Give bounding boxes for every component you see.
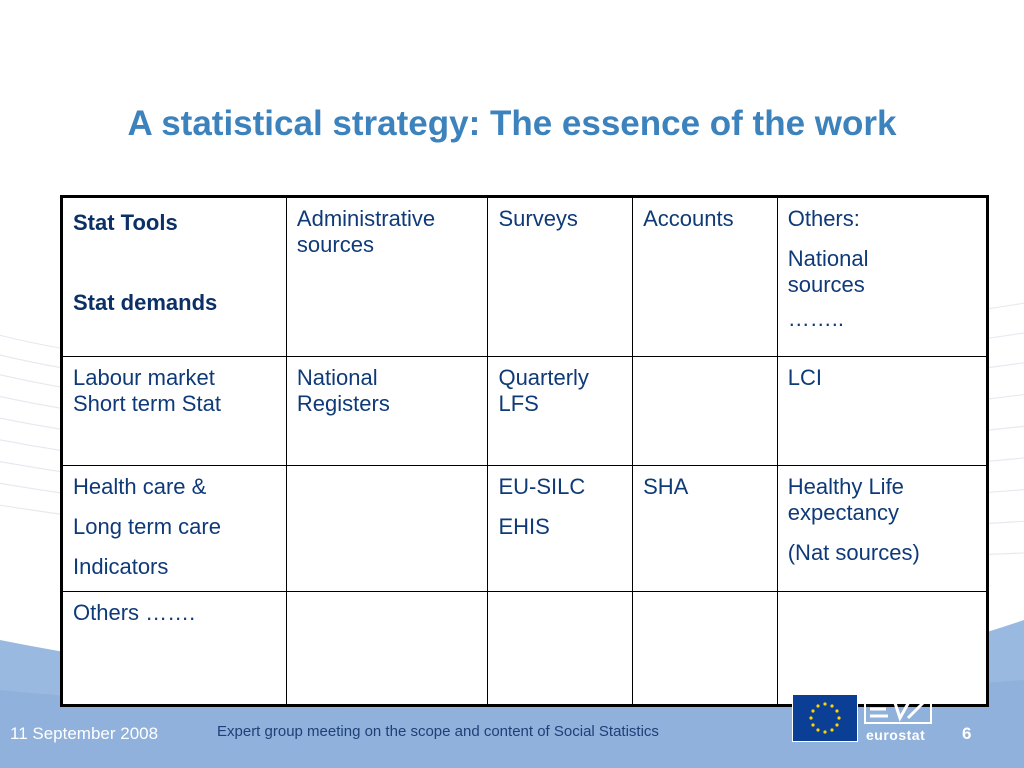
cell-text: (Nat sources) xyxy=(787,540,920,565)
cell-text: expectancy xyxy=(787,500,900,525)
table-cell xyxy=(776,591,989,706)
eurostat-logo-text: eurostat xyxy=(866,727,926,743)
cell-text: Short term Stat xyxy=(73,391,221,416)
slide-title: A statistical strategy: The essence of t… xyxy=(127,104,897,143)
table-cell: Healthy Life expectancy (Nat sources) xyxy=(776,465,989,592)
header-cell-surveys: Surveys xyxy=(487,196,634,357)
cell-text: LFS xyxy=(498,391,539,416)
table-cell: EU-SILC EHIS xyxy=(487,465,634,592)
header-text: Surveys xyxy=(498,206,578,231)
cell-text: EHIS xyxy=(498,514,550,539)
table-cell: National Registers xyxy=(285,356,489,466)
eurostat-logo-icon xyxy=(864,694,932,724)
header-cell-administrative: Administrative sources xyxy=(285,196,489,357)
cell-text: Long term care xyxy=(73,514,221,539)
page-number: 6 xyxy=(962,724,972,743)
header-text: Accounts xyxy=(643,206,734,231)
cell-text: Health care & xyxy=(73,474,207,499)
cell-text: Labour market xyxy=(73,365,215,390)
table-cell: Quarterly LFS xyxy=(487,356,634,466)
cell-text: Registers xyxy=(296,391,390,416)
table-cell xyxy=(285,591,489,706)
table-row: Labour market Short term Stat National R… xyxy=(61,356,989,466)
cell-text: SHA xyxy=(643,474,689,499)
header-text: sources xyxy=(296,232,374,257)
header-cell-accounts: Accounts xyxy=(632,196,778,357)
cell-text: Indicators xyxy=(73,554,169,579)
cell-text: Quarterly xyxy=(498,365,589,390)
cell-text: National xyxy=(296,365,378,390)
table-header-row: Stat Tools Stat demands Administrative s… xyxy=(61,196,989,357)
footer-date: 11 September 2008 xyxy=(10,724,159,743)
header-text: Administrative xyxy=(296,206,436,231)
header-cell-others: Others: National sources …….. xyxy=(776,196,989,357)
footer-text: Expert group meeting on the scope and co… xyxy=(217,723,659,740)
table-cell: LCI xyxy=(776,356,989,466)
table-cell xyxy=(487,591,634,706)
row-label-cell: Labour market Short term Stat xyxy=(61,356,287,466)
strategy-table: Stat Tools Stat demands Administrative s… xyxy=(60,195,989,707)
row-label-cell: Others ……. xyxy=(61,591,287,706)
row-label-cell: Health care & Long term care Indicators xyxy=(61,465,287,592)
cell-text: Healthy Life xyxy=(787,474,904,499)
table-cell xyxy=(285,465,489,592)
header-text: …….. xyxy=(787,306,844,331)
cell-text: EU-SILC xyxy=(498,474,586,499)
header-text: sources xyxy=(787,272,865,297)
stat-demands-label: Stat demands xyxy=(73,290,218,315)
stat-tools-label: Stat Tools xyxy=(73,210,178,235)
table-cell xyxy=(632,591,778,706)
cell-text: LCI xyxy=(787,365,822,390)
table-cell xyxy=(632,356,778,466)
table-cell: SHA xyxy=(632,465,778,592)
eu-flag-icon xyxy=(792,694,858,742)
header-corner-cell: Stat Tools Stat demands xyxy=(61,196,287,357)
cell-text: Others ……. xyxy=(73,600,196,625)
header-text: Others: xyxy=(787,206,860,231)
table-row: Health care & Long term care Indicators … xyxy=(61,465,989,592)
header-text: National xyxy=(787,246,869,271)
table-row: Others ……. xyxy=(61,591,989,706)
